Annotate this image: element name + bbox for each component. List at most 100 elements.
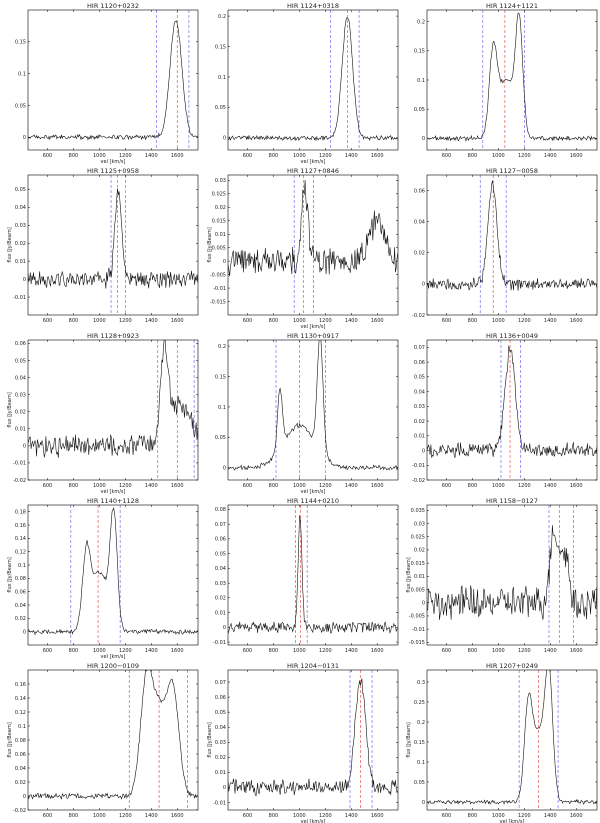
x-tick-label: 1000: [492, 318, 505, 324]
y-tick-label: 0.035: [411, 508, 425, 514]
spectrum-line: [28, 20, 198, 141]
panel-title: HIR 1204−0131: [287, 662, 339, 670]
y-tick-label: 0.05: [414, 375, 425, 381]
y-tick-label: 0: [422, 800, 425, 806]
x-tick-label: 600: [243, 648, 253, 654]
y-tick-label: 0.04: [414, 219, 425, 225]
y-tick-label: 0.2: [417, 720, 425, 726]
y-tick-label: 0.04: [15, 766, 26, 772]
x-tick-label: 1000: [293, 153, 306, 159]
y-tick-label: 0.025: [212, 192, 226, 198]
spectrum-panel: HIR 1144+0210 600 800 1000 1200 1400 1600 -0.01…: [213, 497, 399, 654]
x-axis-label: vel [km/s]: [301, 159, 326, 165]
plot-frame: [27, 339, 199, 481]
spectrum-line: [427, 12, 597, 142]
y-tick-label: 0: [422, 601, 425, 607]
spectrum-panel: HIR 1158−0127 600 800 1000 1200 1400 1600 -0.01…: [406, 497, 598, 654]
y-tick-label: 0.25: [414, 700, 425, 706]
x-tick-label: 1400: [145, 153, 158, 159]
y-tick-label: 0.05: [414, 107, 425, 113]
y-tick-label: 0.15: [15, 40, 26, 46]
y-tick-label: -0.01: [412, 627, 425, 633]
y-tick-label: 0.04: [15, 603, 26, 609]
x-tick-label: 1200: [518, 648, 531, 654]
y-tick-label: 0.06: [215, 537, 226, 543]
y-tick-label: 0.1: [218, 405, 226, 411]
x-tick-label: 800: [69, 153, 79, 159]
x-tick-label: 1600: [371, 153, 384, 159]
y-axis-label: flux [Jy/Beam]: [207, 227, 213, 262]
y-tick-label: 0.04: [15, 205, 26, 211]
spectrum-line: [28, 670, 198, 800]
x-tick-label: 800: [269, 648, 279, 654]
y-tick-label: 0: [23, 277, 26, 283]
x-tick-label: 1000: [93, 318, 106, 324]
spectrum-line: [228, 678, 398, 797]
x-tick-label: 1400: [345, 318, 358, 324]
y-tick-label: 0.02: [15, 241, 26, 247]
x-tick-label: 1400: [145, 813, 158, 819]
y-tick-label: 0.01: [215, 770, 226, 776]
x-tick-label: 1400: [145, 648, 158, 654]
x-tick-label: 600: [243, 318, 253, 324]
y-tick-label: 0: [223, 259, 226, 265]
y-tick-label: 0.1: [18, 563, 26, 569]
x-tick-label: 800: [69, 483, 79, 489]
plot-frame: [426, 9, 598, 151]
x-tick-label: 1200: [518, 318, 531, 324]
y-tick-label: 0.05: [215, 435, 226, 441]
x-tick-label: 1000: [293, 483, 306, 489]
y-axis-label: flux [Jy/Beam]: [7, 392, 13, 427]
y-tick-label: 0.03: [215, 178, 226, 184]
y-tick-label: 0.05: [15, 103, 26, 109]
x-tick-label: 1000: [93, 153, 106, 159]
y-tick-label: 0.04: [414, 389, 425, 395]
plot-frame: [27, 504, 199, 646]
y-tick-label: 0.16: [15, 682, 26, 688]
plot-frame: [27, 669, 199, 811]
y-tick-label: -0.01: [213, 286, 226, 292]
y-tick-label: 0.03: [215, 740, 226, 746]
y-tick-label: 0.03: [15, 392, 26, 398]
panel-title: HIR 1136+0049: [486, 332, 538, 340]
spectrum-panel: HIR 1136+0049 600 800 1000 1200 1400 1600 -0.02…: [412, 332, 598, 489]
x-tick-label: 800: [269, 483, 279, 489]
spectrum-line: [28, 340, 198, 458]
x-tick-label: 600: [43, 318, 53, 324]
x-tick-label: 800: [269, 153, 279, 159]
y-tick-label: 0.06: [15, 752, 26, 758]
y-tick-label: -0.02: [13, 808, 26, 814]
y-tick-label: 0.01: [215, 232, 226, 238]
y-tick-label: 0.08: [15, 738, 26, 744]
y-axis-label: flux [Jy/Beam]: [7, 227, 13, 262]
x-tick-label: 1200: [119, 648, 132, 654]
x-tick-label: 1600: [570, 483, 583, 489]
y-tick-label: 0.05: [414, 780, 425, 786]
spectrum-line: [28, 188, 198, 289]
panel-title: HIR 1158−0127: [486, 497, 538, 505]
panel-title: HIR 1120+0232: [87, 2, 139, 10]
spectrum-line: [228, 340, 398, 471]
y-tick-label: 0: [422, 136, 425, 142]
x-tick-label: 1000: [492, 648, 505, 654]
y-tick-label: 0.15: [215, 44, 226, 50]
x-tick-label: 800: [269, 813, 279, 819]
y-tick-label: 0.16: [15, 523, 26, 529]
x-tick-label: 600: [43, 483, 53, 489]
plot-frame: [426, 174, 598, 316]
spectrum-line: [427, 670, 597, 805]
y-tick-label: 0.005: [212, 245, 226, 251]
y-axis-label: flux [Jy/Beam]: [7, 557, 13, 592]
y-tick-label: 0.2: [218, 344, 226, 350]
x-axis-label: vel [km/s]: [101, 654, 126, 660]
y-tick-label: 0.05: [215, 551, 226, 557]
y-tick-label: 0.04: [215, 566, 226, 572]
y-tick-label: -0.02: [13, 478, 26, 484]
x-tick-label: 1200: [518, 153, 531, 159]
panel-title: HIR 1124+1121: [486, 2, 538, 10]
x-tick-label: 600: [43, 153, 53, 159]
x-tick-label: 1200: [319, 813, 332, 819]
x-tick-label: 1200: [119, 153, 132, 159]
plot-frame: [227, 339, 399, 481]
x-tick-label: 1400: [345, 483, 358, 489]
